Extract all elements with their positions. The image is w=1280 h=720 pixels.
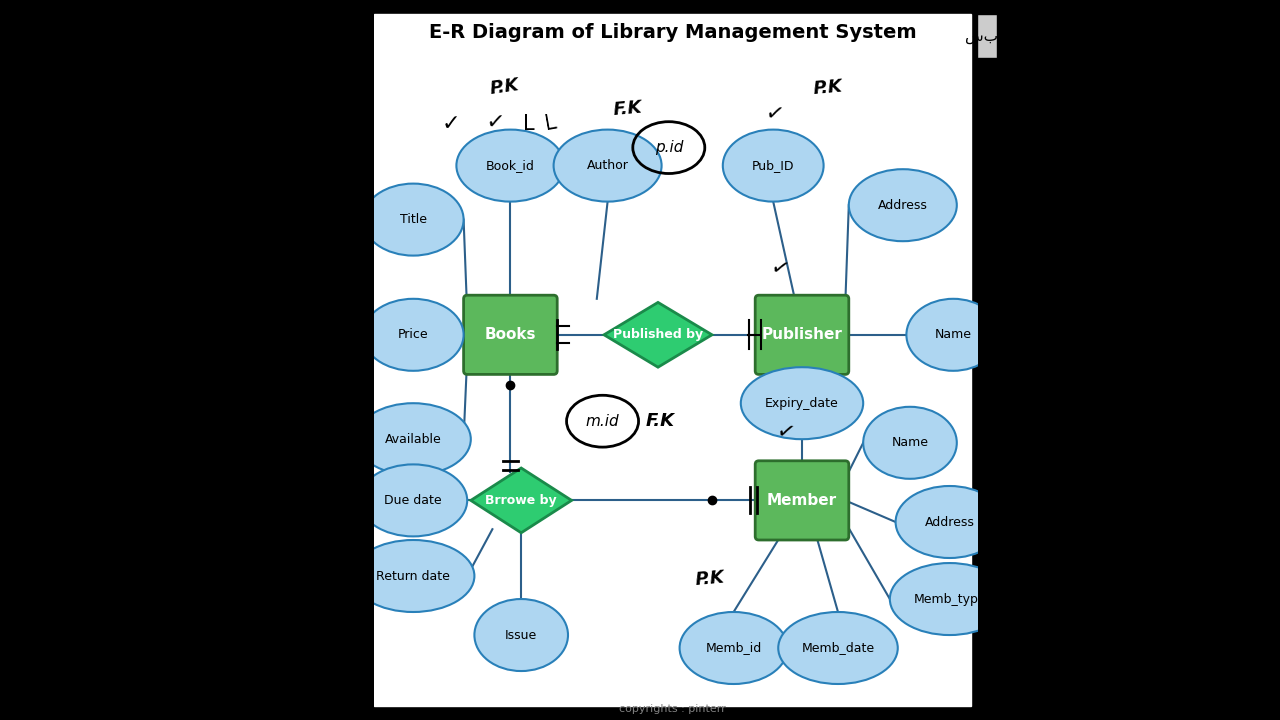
Text: copyrights : pinterr: copyrights : pinterr: [620, 704, 726, 714]
Ellipse shape: [849, 169, 957, 241]
Text: Due date: Due date: [384, 494, 442, 507]
Polygon shape: [604, 302, 712, 367]
Text: ✓: ✓: [485, 112, 506, 134]
Ellipse shape: [778, 612, 897, 684]
Text: سبق: سبق: [965, 29, 1010, 43]
Text: m.id: m.id: [586, 414, 620, 428]
Ellipse shape: [362, 299, 463, 371]
FancyBboxPatch shape: [755, 295, 849, 374]
Ellipse shape: [475, 599, 568, 671]
Ellipse shape: [356, 403, 471, 475]
Bar: [978, 0, 1000, 720]
Text: Memb_id: Memb_id: [705, 642, 762, 654]
Text: L: L: [543, 112, 558, 134]
Text: Member: Member: [767, 493, 837, 508]
Text: F.K: F.K: [613, 99, 644, 120]
FancyBboxPatch shape: [977, 14, 997, 58]
Ellipse shape: [741, 367, 863, 439]
Bar: [280, 0, 374, 720]
Ellipse shape: [890, 563, 1010, 635]
Text: Publisher: Publisher: [762, 328, 842, 342]
FancyBboxPatch shape: [463, 295, 557, 374]
Text: Published by: Published by: [613, 328, 703, 341]
Ellipse shape: [863, 407, 957, 479]
Text: Name: Name: [934, 328, 972, 341]
Text: Memb_date: Memb_date: [801, 642, 874, 654]
Text: Return date: Return date: [376, 570, 451, 582]
Ellipse shape: [360, 464, 467, 536]
Text: Address: Address: [924, 516, 974, 528]
Text: P.K: P.K: [489, 76, 521, 98]
Ellipse shape: [554, 130, 662, 202]
Ellipse shape: [362, 184, 463, 256]
Text: F.K: F.K: [646, 413, 675, 431]
Text: Author: Author: [586, 159, 628, 172]
Ellipse shape: [723, 130, 823, 202]
Text: Title: Title: [399, 213, 426, 226]
Text: Brrowe by: Brrowe by: [485, 494, 557, 507]
Text: ✓: ✓: [764, 104, 786, 127]
Text: Memb_type: Memb_type: [914, 593, 986, 606]
Text: ✓: ✓: [768, 257, 791, 282]
Text: p.id: p.id: [654, 140, 684, 155]
Text: Price: Price: [398, 328, 429, 341]
Text: P.K: P.K: [694, 568, 724, 589]
Text: Pub_ID: Pub_ID: [751, 159, 795, 172]
Text: Available: Available: [385, 433, 442, 446]
Ellipse shape: [896, 486, 1004, 558]
Text: Issue: Issue: [506, 629, 538, 642]
FancyBboxPatch shape: [374, 14, 972, 706]
Text: ✓: ✓: [774, 421, 797, 445]
Ellipse shape: [457, 130, 564, 202]
Ellipse shape: [352, 540, 475, 612]
Text: Expiry_date: Expiry_date: [765, 397, 838, 410]
Text: E-R Diagram of Library Management System: E-R Diagram of Library Management System: [429, 23, 916, 42]
FancyBboxPatch shape: [755, 461, 849, 540]
Text: P.K: P.K: [813, 77, 844, 98]
Text: L: L: [524, 114, 535, 134]
Text: Name: Name: [891, 436, 928, 449]
Text: ✓: ✓: [442, 114, 461, 134]
Ellipse shape: [680, 612, 787, 684]
Polygon shape: [471, 468, 572, 533]
Text: Book_id: Book_id: [486, 159, 535, 172]
Ellipse shape: [906, 299, 1000, 371]
Text: Books: Books: [485, 328, 536, 342]
Text: Address: Address: [878, 199, 928, 212]
